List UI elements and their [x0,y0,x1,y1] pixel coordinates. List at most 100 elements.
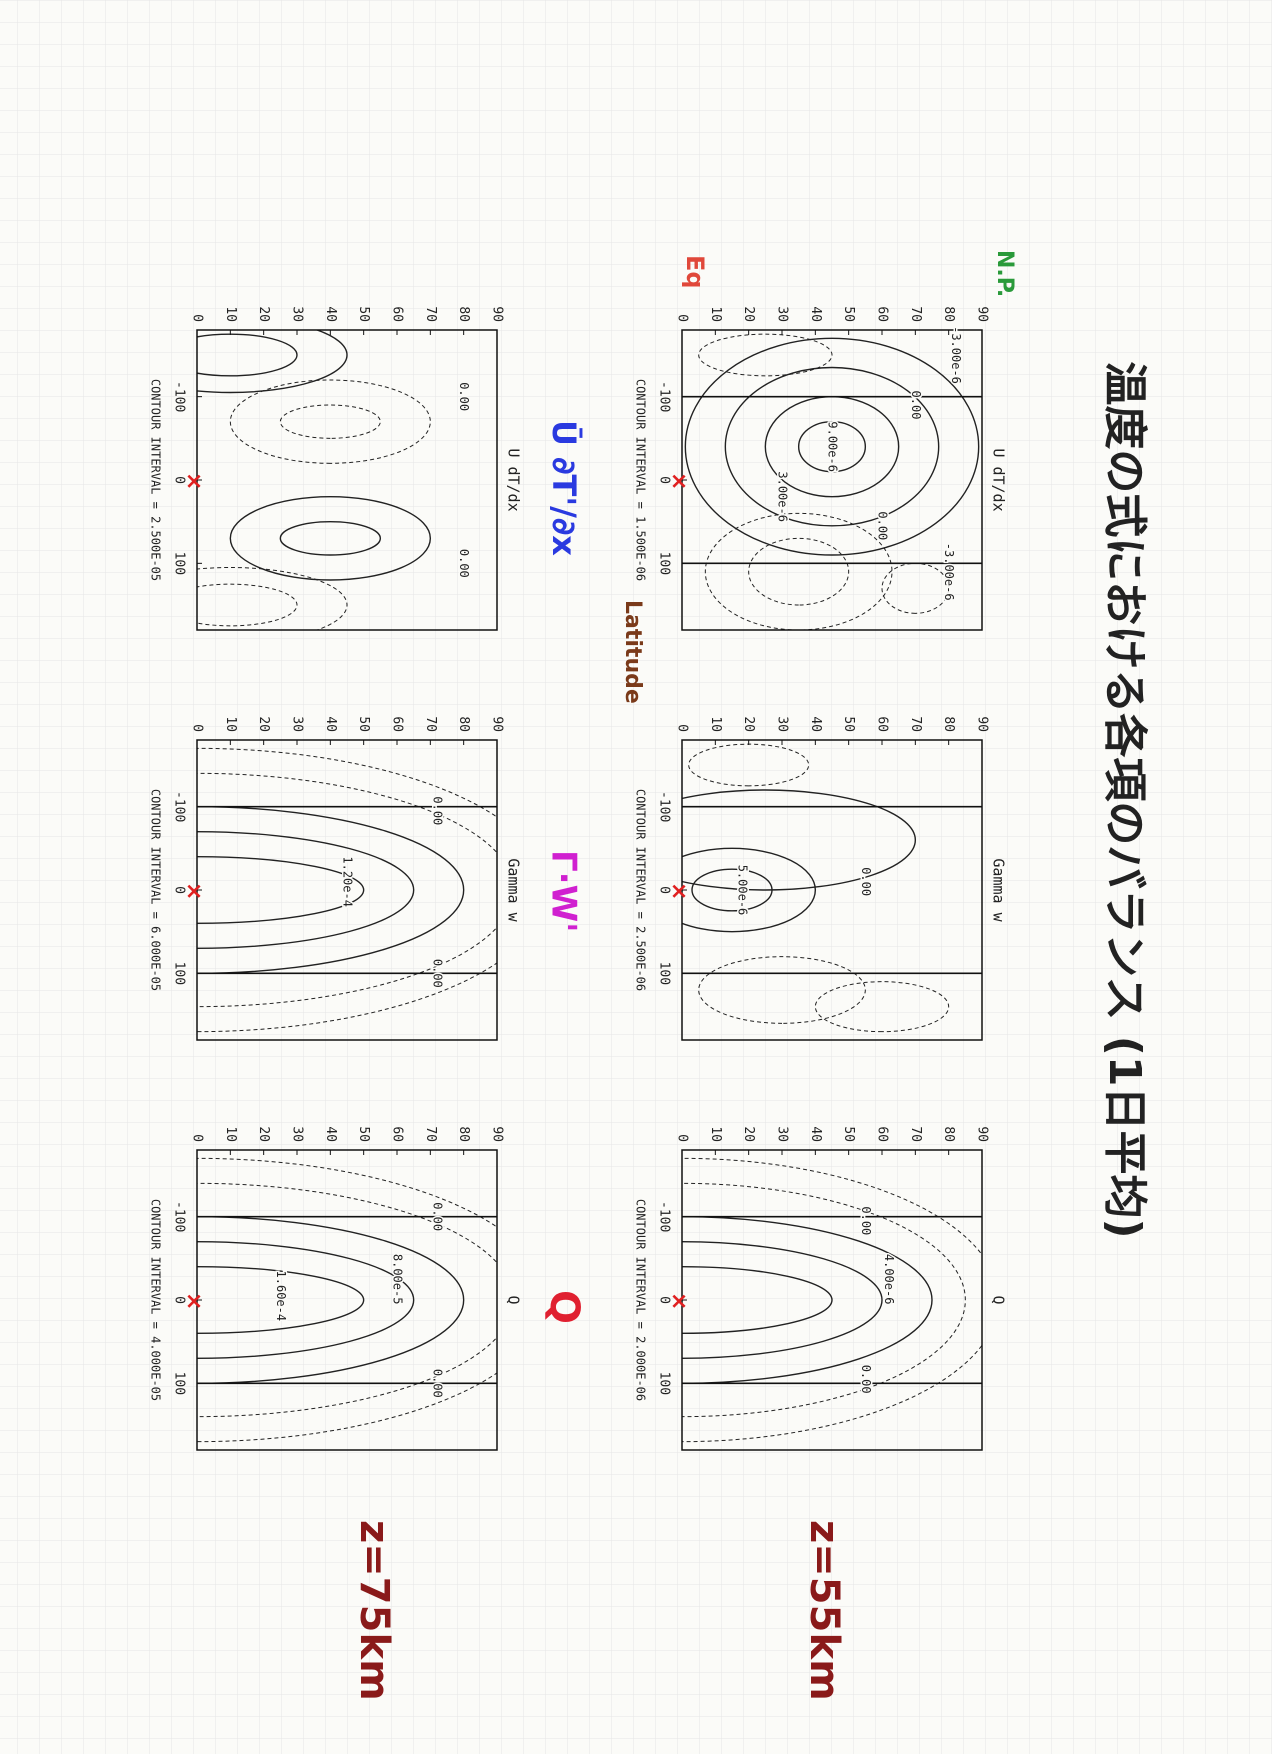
y-tick-label: 90 [490,306,505,322]
contour-label: 9.00e-6 [826,421,840,472]
contour-line [682,1240,883,1360]
contour-panel: U dT/dx CONTOUR INTERVAL = 1.500E-06 0 10 20… [634,306,1008,631]
term-label: Q [541,1290,587,1324]
y-tick-label: 80 [941,306,956,322]
y-tick-label: 90 [975,306,990,322]
panel-title: U dT/dx [990,448,1008,511]
x-tick-label: -100 [657,1201,672,1232]
x-tick-label: -100 [172,1201,187,1232]
y-tick-label: 50 [841,716,856,732]
panel-title: Q [990,1295,1008,1304]
y-tick-label: 40 [808,1126,823,1142]
y-tick-label: 20 [256,716,271,732]
x-tick-label: 100 [657,1372,672,1395]
contour-line [197,583,298,627]
x-tick-label: 0 [657,886,672,894]
contour-label: 8.00e-5 [391,1254,405,1305]
x-tick-label: 0 [172,1296,187,1304]
y-tick-label: 30 [775,306,790,322]
x-tick-label: 100 [657,552,672,575]
y-tick-label: 0 [675,724,690,732]
contour-label: 1.20e-4 [341,856,355,907]
y-tick-label: 50 [841,306,856,322]
equator-mark: × [181,882,206,900]
y-tick-label: 0 [675,1134,690,1142]
latitude-note: Latitude [620,600,645,704]
y-tick-label: 70 [908,716,923,732]
equator-mark: × [666,472,691,490]
y-tick-label: 50 [356,1126,371,1142]
y-tick-label: 70 [423,716,438,732]
contour-line [229,379,431,464]
x-tick-label: -100 [172,791,187,822]
x-tick-label: 100 [172,552,187,575]
contours [682,743,982,1033]
contour-panel: U dT/dx CONTOUR INTERVAL = 2.500E-05 0 10 20… [149,306,523,631]
x-tick-label: 0 [657,1296,672,1304]
y-tick-label: 0 [675,314,690,322]
term-label: Ū ∂T'/∂x [545,420,583,556]
contours [682,333,982,630]
y-tick-label: 60 [875,716,890,732]
contours [682,1157,982,1443]
x-tick-label: 100 [657,962,672,985]
y-tick-label: 60 [390,306,405,322]
contour-line [682,1215,933,1385]
x-tick-label: -100 [657,791,672,822]
equator-mark: × [181,472,206,490]
y-tick-label: 30 [290,1126,305,1142]
contour-interval: CONTOUR INTERVAL = 1.500E-06 [634,379,648,581]
contour-label: -3.00e-6 [949,326,963,384]
contour-label: 0.00 [909,391,923,420]
contour-label: 4.00e-6 [882,1254,896,1305]
x-tick-label: 0 [172,476,187,484]
y-tick-label: 40 [323,716,338,732]
contour-label: 0.00 [859,867,873,896]
y-tick-label: 90 [490,1126,505,1142]
y-tick-label: 20 [741,716,756,732]
contour-line [197,1215,465,1385]
y-tick-label: 60 [875,1126,890,1142]
y-tick-label: 10 [223,1126,238,1142]
contour-line [814,981,950,1033]
contour-interval: CONTOUR INTERVAL = 4.000E-05 [149,1199,163,1401]
contour-line [682,789,917,891]
contour-line [704,512,893,630]
y-tick-label: 40 [808,716,823,732]
north-pole-note: N.P. [992,250,1017,297]
y-tick-label: 0 [190,1134,205,1142]
contour-label: 0.00 [876,511,890,540]
height-label: z=55km [801,1520,847,1701]
y-tick-label: 50 [356,716,371,732]
y-tick-label: 30 [290,716,305,732]
y-tick-label: 30 [775,716,790,732]
contour-line [279,520,382,556]
equator-mark: × [666,882,691,900]
y-tick-label: 80 [456,716,471,732]
contour-line [684,337,980,556]
y-tick-label: 10 [223,716,238,732]
contour-line [197,330,348,394]
panel-title: U dT/dx [505,448,523,511]
y-tick-label: 20 [256,306,271,322]
contour-line [698,956,866,1024]
y-tick-label: 60 [390,1126,405,1142]
contour-interval: CONTOUR INTERVAL = 2.500E-05 [149,379,163,581]
y-tick-label: 80 [456,1126,471,1142]
contour-label: 1.60e-4 [274,1271,288,1322]
panel-title: Gamma w [990,858,1008,922]
y-tick-label: 90 [490,716,505,732]
contour-label: 5.00e-6 [736,865,750,916]
contour-line [682,1265,833,1335]
equator-note: Eq [681,255,709,289]
x-tick-label: 0 [172,886,187,894]
contour-label: 3.00e-6 [776,471,790,522]
contour-line [682,1182,966,1418]
contour-line [748,537,850,606]
height-label: z=75km [351,1520,397,1701]
y-tick-label: 70 [908,306,923,322]
equator-mark: × [666,1292,691,1310]
